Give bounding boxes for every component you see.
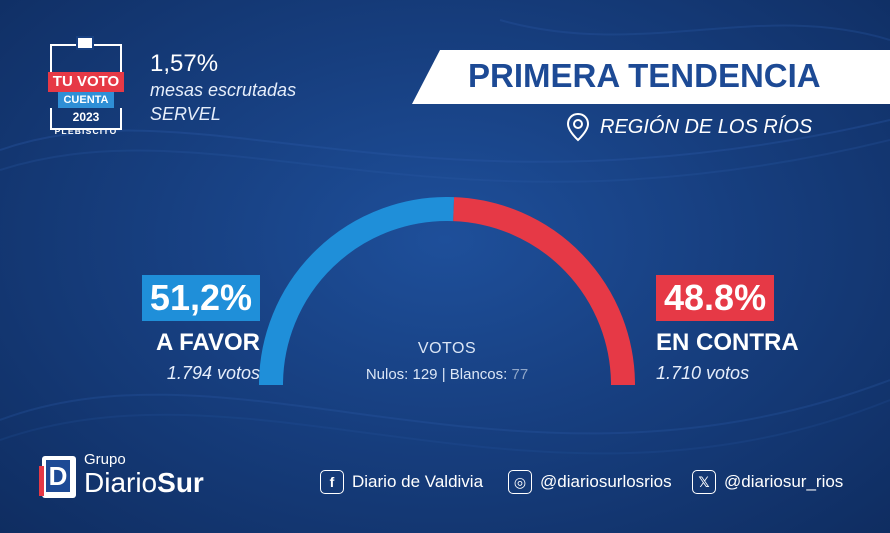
blank-votes-label: Blancos:: [449, 366, 508, 383]
instagram-icon: ◎: [508, 470, 532, 494]
brand-bold: Sur: [157, 467, 204, 498]
votes-heading: VOTOS: [417, 340, 477, 357]
center-info: VOTOS Nulos: 129 | Blancos: 77: [330, 340, 564, 383]
brand-small: Grupo: [84, 451, 126, 468]
region-name: REGIÓN DE LOS RÍOS: [600, 115, 813, 138]
tu-voto-cuenta-logo: TU VOTO CUENTA 2023 PLEBISCITO: [44, 34, 128, 138]
diariosur-mark-icon: D: [39, 456, 76, 498]
ballot-paper-icon: [76, 36, 94, 50]
progress-source: SERVEL: [150, 104, 221, 124]
logo-subtitle: PLEBISCITO: [54, 126, 118, 136]
progress-percent: 1,57%: [150, 50, 219, 77]
social-instagram[interactable]: ◎ @diariosurlosrios: [508, 470, 672, 494]
x-handle: @diariosur_rios: [724, 472, 844, 491]
blank-votes-value: 77: [511, 366, 529, 383]
null-blank-votes: Nulos: 129 | Blancos: 77: [330, 366, 564, 383]
favor-votes: 1.794 votos: [166, 363, 260, 383]
facebook-handle: Diario de Valdivia: [352, 472, 484, 491]
region-label: REGIÓN DE LOS RÍOS: [566, 112, 812, 142]
progress-info: 1,57% mesas escrutadas SERVEL: [150, 50, 296, 126]
gauge-arc-contra: [453, 197, 635, 386]
page-title: PRIMERA TENDENCIA: [468, 57, 821, 94]
contra-block: 48.8% EN CONTRA 1.710 votos: [656, 275, 856, 384]
contra-label: EN CONTRA: [656, 329, 799, 356]
brand-regular: Diario: [84, 467, 158, 498]
favor-label: A FAVOR: [155, 329, 260, 356]
social-facebook[interactable]: f Diario de Valdivia: [320, 470, 483, 494]
gauge-arc-favor: [259, 197, 455, 386]
location-pin-icon: [566, 112, 590, 142]
logo-line1: TU VOTO: [48, 72, 124, 92]
logo-line2: CUENTA: [58, 92, 114, 108]
favor-percent: 51,2%: [141, 275, 260, 321]
favor-block: 51,2% A FAVOR 1.794 votos: [100, 275, 260, 384]
facebook-icon: f: [320, 470, 344, 494]
grupo-diariosur-logo: D Grupo DiarioSur: [39, 451, 204, 498]
instagram-handle: @diariosurlosrios: [540, 472, 672, 491]
logo-frame: [50, 108, 122, 130]
logo-year: 2023: [72, 110, 100, 124]
separator: |: [437, 366, 450, 383]
title-banner: [412, 50, 890, 104]
social-x[interactable]: 𝕏 @diariosur_rios: [692, 470, 843, 494]
diariosur-mark-letter: D: [46, 460, 70, 492]
null-votes: Nulos: 129: [365, 366, 438, 383]
x-icon: 𝕏: [692, 470, 716, 494]
results-gauge: [259, 197, 635, 386]
contra-votes: 1.710 votos: [656, 363, 750, 383]
contra-percent: 48.8%: [656, 275, 775, 321]
progress-label: mesas escrutadas: [150, 80, 297, 100]
